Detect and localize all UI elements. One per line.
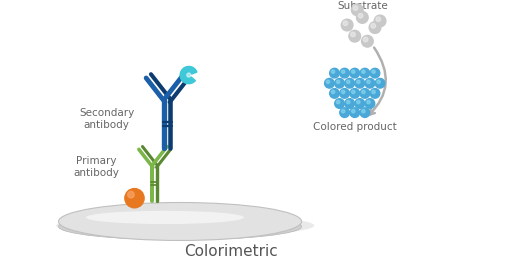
Circle shape [331, 70, 335, 73]
Circle shape [357, 100, 360, 104]
Circle shape [377, 80, 380, 83]
Circle shape [370, 68, 380, 78]
Circle shape [343, 21, 348, 26]
Text: Secondary
antibody: Secondary antibody [79, 108, 134, 129]
Wedge shape [180, 67, 197, 84]
Circle shape [349, 30, 360, 42]
Circle shape [340, 108, 349, 118]
Ellipse shape [58, 213, 302, 240]
Ellipse shape [56, 214, 314, 237]
Circle shape [347, 100, 350, 104]
Circle shape [347, 80, 350, 83]
Ellipse shape [58, 203, 302, 240]
Circle shape [374, 15, 386, 27]
Circle shape [350, 68, 359, 78]
Circle shape [345, 99, 354, 108]
Circle shape [356, 12, 368, 23]
Circle shape [330, 89, 339, 98]
Circle shape [125, 189, 144, 208]
Circle shape [372, 90, 375, 94]
Text: Primary
antibody: Primary antibody [74, 156, 119, 178]
Circle shape [335, 78, 345, 88]
Circle shape [365, 99, 375, 108]
Circle shape [360, 68, 370, 78]
Circle shape [342, 90, 345, 94]
Circle shape [364, 37, 368, 42]
Circle shape [362, 70, 365, 73]
Circle shape [345, 78, 354, 88]
Circle shape [355, 99, 365, 108]
Circle shape [353, 6, 358, 11]
Circle shape [325, 78, 334, 88]
Ellipse shape [86, 211, 244, 224]
Circle shape [360, 89, 370, 98]
Circle shape [357, 80, 360, 83]
Circle shape [367, 80, 370, 83]
Circle shape [330, 68, 339, 78]
Circle shape [355, 78, 365, 88]
FancyArrowPatch shape [369, 48, 386, 115]
Circle shape [352, 90, 355, 94]
Circle shape [351, 4, 363, 16]
Circle shape [367, 100, 370, 104]
Circle shape [350, 108, 359, 118]
Circle shape [187, 73, 191, 77]
Circle shape [342, 70, 345, 73]
Circle shape [127, 191, 134, 198]
Circle shape [342, 19, 353, 31]
Circle shape [360, 108, 370, 118]
Circle shape [342, 109, 345, 113]
Circle shape [340, 68, 349, 78]
Circle shape [362, 109, 365, 113]
Text: Colored product: Colored product [313, 122, 397, 132]
Circle shape [335, 99, 345, 108]
Text: Substrate: Substrate [337, 1, 388, 11]
Circle shape [372, 70, 375, 73]
Circle shape [352, 109, 355, 113]
Text: Colorimetric: Colorimetric [184, 244, 278, 259]
Circle shape [336, 80, 340, 83]
Circle shape [369, 22, 381, 33]
Circle shape [371, 23, 376, 28]
Circle shape [358, 13, 363, 18]
Circle shape [365, 78, 375, 88]
Circle shape [340, 89, 349, 98]
Circle shape [376, 17, 380, 22]
Circle shape [326, 80, 330, 83]
Circle shape [350, 89, 359, 98]
Circle shape [362, 90, 365, 94]
Circle shape [375, 78, 385, 88]
Circle shape [352, 70, 355, 73]
Circle shape [331, 90, 335, 94]
Circle shape [370, 89, 380, 98]
Circle shape [351, 32, 355, 37]
Circle shape [361, 36, 373, 47]
Circle shape [336, 100, 340, 104]
